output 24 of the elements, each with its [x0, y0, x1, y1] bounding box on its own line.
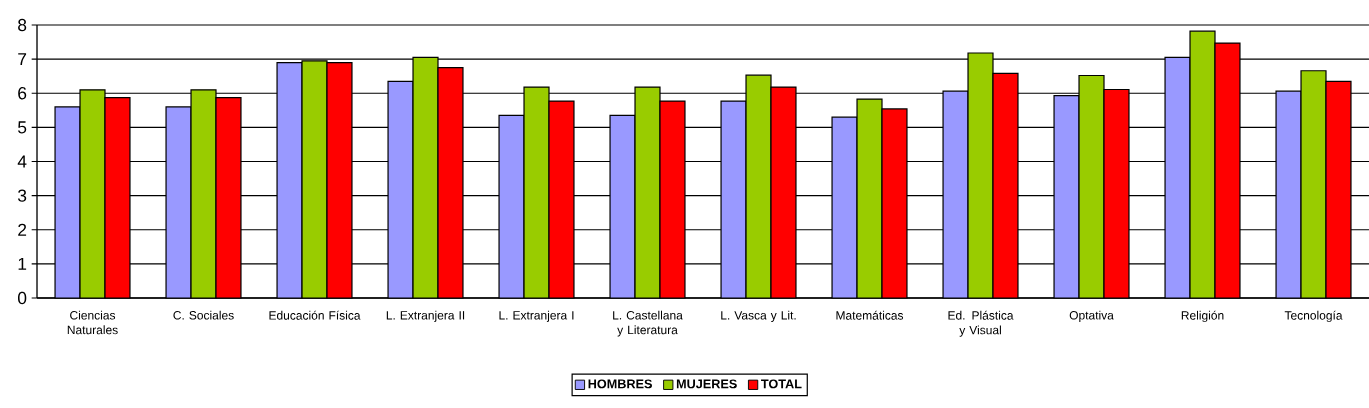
y-tick-label: 1: [18, 257, 27, 270]
x-tick-label: L. Castellana y Literatura: [613, 310, 683, 337]
legend-label: MUJERES: [676, 379, 737, 389]
x-tick-label: L. Extranjera I: [499, 310, 574, 322]
x-tick-label: L. Vasca y Lit.: [721, 310, 796, 322]
x-tick-label: Ciencias Naturales: [67, 310, 118, 335]
x-tick-label: Matemáticas: [836, 310, 904, 320]
y-tick-label: 2: [18, 223, 27, 236]
y-tick-label: 3: [17, 189, 27, 202]
y-tick-label: 4: [17, 155, 27, 168]
x-tick-label: Ed. Plástica y Visual: [948, 310, 1014, 337]
x-tick-label: C. Sociales: [173, 310, 234, 320]
x-tick-label: Optativa: [1069, 310, 1114, 322]
x-tick-label: Educación Física: [269, 310, 361, 320]
legend-label: HOMBRES: [588, 379, 652, 389]
x-tick-label: Tecnología: [1284, 310, 1343, 323]
y-tick-label: 6: [18, 87, 27, 100]
y-tick-label: 8: [18, 18, 27, 32]
y-tick-label: 7: [18, 53, 27, 66]
x-tick-label: Religión: [1181, 310, 1224, 323]
x-tick-label: L. Extranjera II: [386, 310, 465, 322]
legend-label: TOTAL: [761, 379, 802, 389]
y-tick-label: 5: [18, 121, 27, 134]
y-tick-label: 0: [17, 291, 27, 305]
